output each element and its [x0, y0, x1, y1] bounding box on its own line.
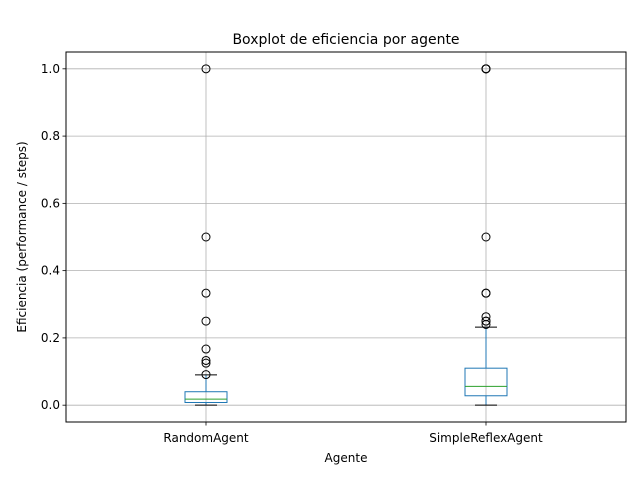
chart-title: Boxplot de eficiencia por agente — [232, 32, 459, 48]
y-tick-label: 1.0 — [41, 62, 60, 76]
x-axis-label: Agente — [325, 451, 368, 465]
box-layer — [184, 64, 508, 406]
outlier-point — [201, 355, 211, 365]
outlier-point — [201, 370, 211, 380]
outlier-point — [201, 232, 211, 242]
outlier-point — [481, 64, 491, 74]
plot-frame — [65, 51, 627, 423]
iqr-box — [464, 367, 508, 397]
outlier-point — [481, 316, 491, 326]
box-group — [184, 64, 228, 406]
outlier-point — [481, 232, 491, 242]
outlier-point — [201, 64, 211, 74]
iqr-box — [184, 391, 228, 403]
outlier-point — [481, 288, 491, 298]
y-tick-label: 0.0 — [41, 398, 60, 412]
outlier-point — [201, 288, 211, 298]
outlier-point — [201, 358, 211, 368]
tick-layer: 0.0 0.2 0.4 0.6 0.8 1.0 RandomAgent SimpleRefle… — [41, 62, 543, 445]
x-tick-label: RandomAgent — [163, 431, 248, 445]
y-tick-label: 0.2 — [41, 331, 60, 345]
grid-layer — [66, 52, 626, 422]
y-tick-label: 0.6 — [41, 196, 60, 210]
outlier-point — [201, 344, 211, 354]
outlier-point — [201, 316, 211, 326]
outlier-point — [481, 319, 491, 329]
y-tick-label: 0.4 — [41, 264, 60, 278]
x-tick-label: SimpleReflexAgent — [429, 431, 543, 445]
y-axis-label: Eficiencia (performance / steps) — [15, 141, 29, 332]
box-group — [464, 64, 508, 406]
y-tick-label: 0.8 — [41, 129, 60, 143]
